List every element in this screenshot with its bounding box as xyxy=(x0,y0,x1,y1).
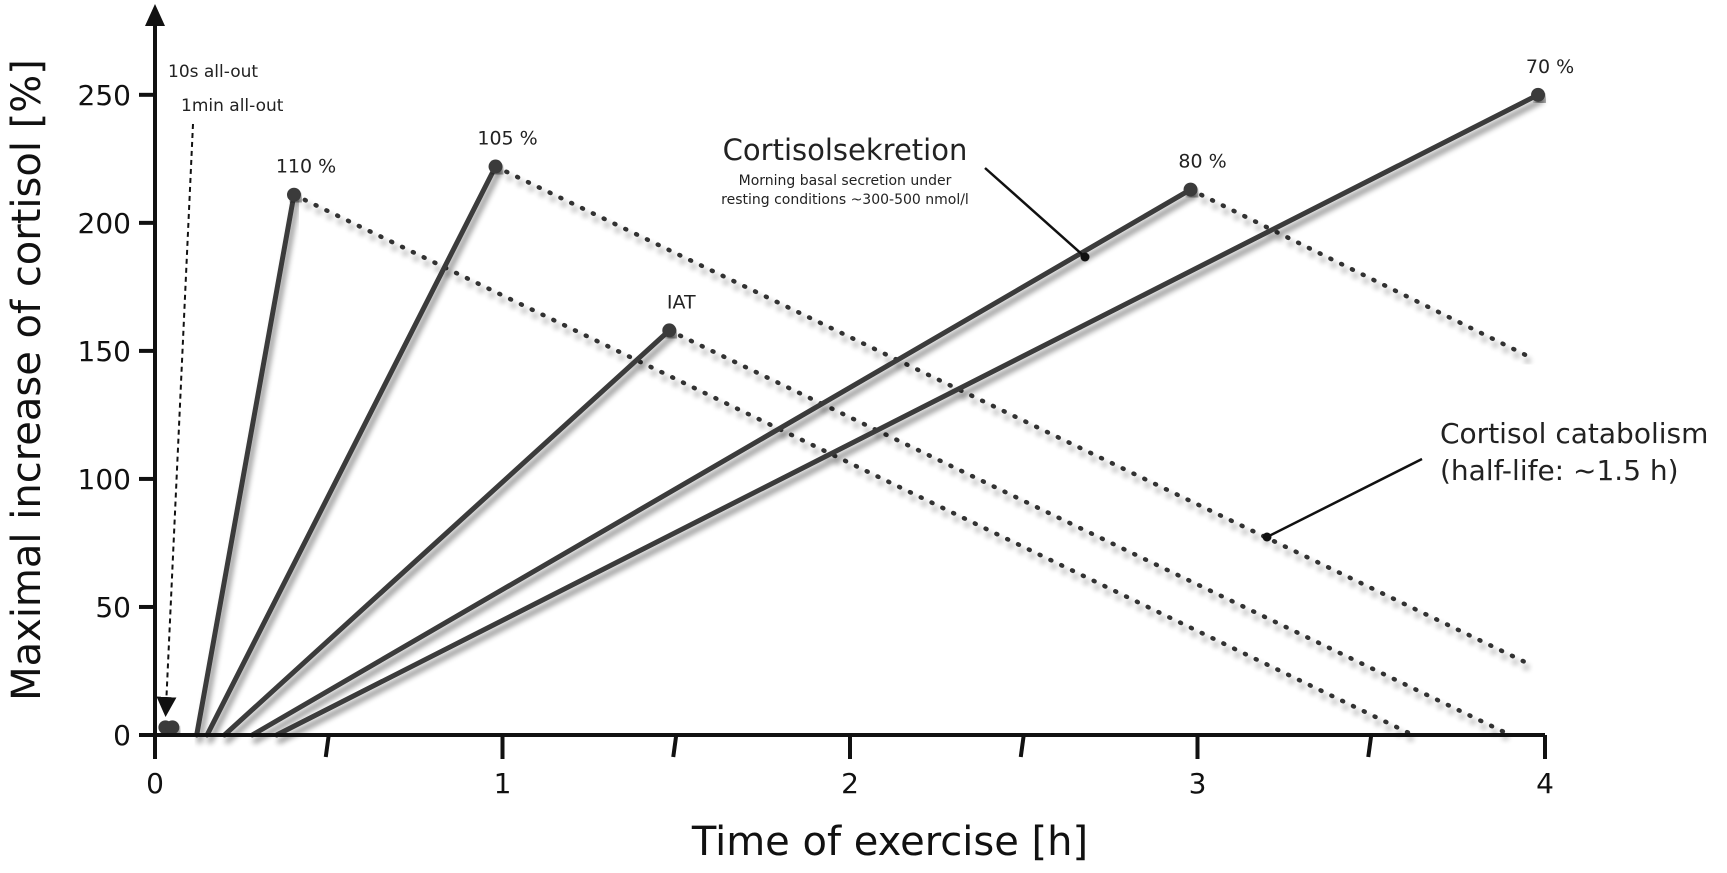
peak-point-110 xyxy=(287,187,301,202)
y-tick-label-0: 0 xyxy=(113,719,131,752)
x-axis-title: Time of exercise [h] xyxy=(691,819,1088,865)
secretion-line-105 xyxy=(204,164,499,738)
x-tick-label-4: 4 xyxy=(1536,767,1554,800)
x-tick-label-2: 2 xyxy=(841,767,859,800)
catabolism-annotation-pointer xyxy=(1266,457,1423,539)
y-tick-label-50: 50 xyxy=(95,591,131,624)
x-tick-label-3: 3 xyxy=(1189,767,1207,800)
secretion-annotation-pointer xyxy=(984,167,1086,258)
catabolism-line-110 xyxy=(291,192,1416,738)
catabolism-annotation-line-1: Cortisol catabolism xyxy=(1440,417,1708,450)
secretion-annotation-line-1: Morning basal secretion under xyxy=(739,173,952,189)
peak-label-110: 110 % xyxy=(276,156,336,178)
series-label-10s-all-out: 10s all-out xyxy=(168,62,258,82)
y-axis-arrowhead xyxy=(145,4,165,26)
peak-point-1min-all-out xyxy=(165,720,180,735)
catabolism-annotation-line-2: (half-life: ~1.5 h) xyxy=(1440,454,1679,487)
peak-label-70: 70 % xyxy=(1526,56,1574,78)
peak-label-105: 105 % xyxy=(477,128,537,150)
x-minor-tick xyxy=(1018,734,1026,758)
secretion-annotation-title: Cortisolsekretion xyxy=(723,133,968,167)
peak-point-105 xyxy=(488,159,503,174)
y-tick-label-250: 250 xyxy=(78,79,131,112)
secretion-line-110 xyxy=(194,192,297,738)
y-axis-title: Maximal increase of cortisol [%] xyxy=(4,59,50,701)
y-tick-label-150: 150 xyxy=(78,335,131,368)
secretion-line-80 xyxy=(249,187,1194,738)
peak-point-80 xyxy=(1183,182,1198,197)
catabolism-line-iat xyxy=(667,328,1513,738)
x-minor-tick xyxy=(671,734,679,758)
y-tick-label-100: 100 xyxy=(78,463,131,496)
series-label-1min-all-out: 1min all-out xyxy=(181,96,284,116)
secretion-line-iat xyxy=(222,327,672,738)
secretion-annotation-pointer-dot xyxy=(1080,252,1090,262)
peak-label-iat: IAT xyxy=(667,291,696,313)
x-tick-label-0: 0 xyxy=(146,767,164,800)
peak-label-80: 80 % xyxy=(1178,151,1226,173)
1min-all-out-pointer xyxy=(156,123,194,717)
plot-area: 110 % 105 % IAT 80 % 70 % xyxy=(152,56,1574,738)
peak-point-70 xyxy=(1531,87,1546,102)
y-tick-label-200: 200 xyxy=(78,207,131,240)
tick-group: 0 1 2 3 4 0 50 100 150 200 250 xyxy=(78,79,1554,800)
catabolism-annotation-pointer-dot xyxy=(1262,532,1272,542)
secretion-annotation-line-2: resting conditions ~300-500 nmol/l xyxy=(721,192,969,208)
x-tick-label-1: 1 xyxy=(494,767,512,800)
secretion-line-70 xyxy=(274,92,1541,738)
catabolism-line-80 xyxy=(1188,187,1530,359)
peak-point-iat xyxy=(662,323,677,338)
catabolism-line-105 xyxy=(493,164,1530,666)
x-minor-tick xyxy=(1366,734,1374,758)
x-minor-tick xyxy=(323,734,331,758)
